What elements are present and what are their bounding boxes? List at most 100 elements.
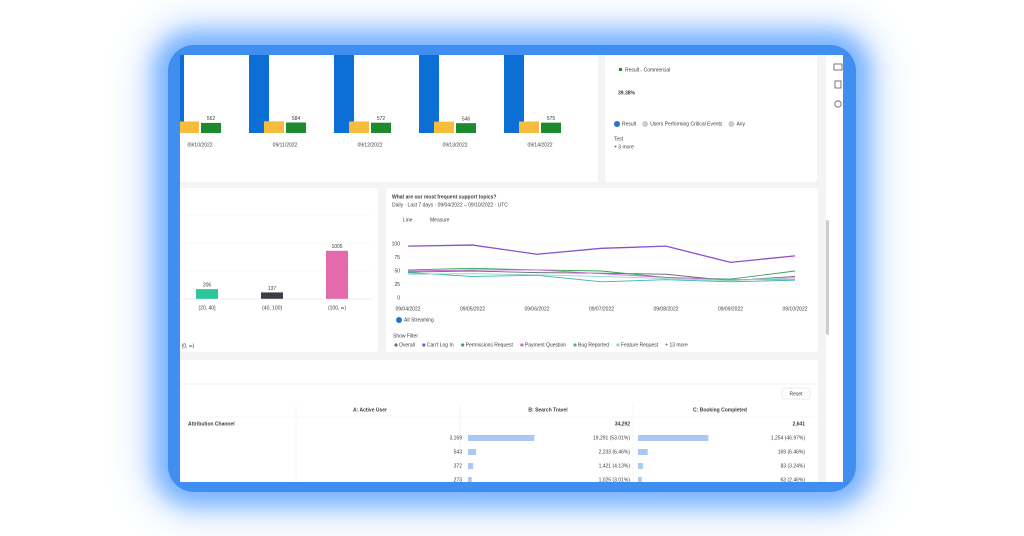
icon[interactable]	[834, 100, 842, 108]
legend-label[interactable]: Can't Log In	[427, 342, 454, 348]
sidebar	[826, 55, 843, 482]
card-subtitle: Daily · Last 7 days · 09/04/2022 – 09/10…	[392, 202, 508, 208]
x-tick-label: (40, 100]	[262, 305, 282, 311]
control[interactable]: Line	[403, 217, 413, 223]
bar-label: 546	[462, 117, 471, 123]
chip[interactable]: Any	[736, 121, 745, 127]
cell: 83 (3.24%)	[781, 463, 806, 469]
x-tick-label: 09/08/2022	[653, 306, 678, 312]
share-bar	[638, 435, 709, 441]
x-tick-label: 09/10/2022	[782, 306, 807, 312]
bar-label: 575	[547, 116, 556, 122]
metric-value: 39.38%	[618, 90, 636, 96]
x-tick-label: 09/10/2022	[187, 142, 212, 148]
bar-label: 584	[292, 116, 301, 122]
bar	[504, 55, 524, 133]
share-bar	[468, 477, 472, 482]
bar	[519, 121, 539, 133]
bar	[349, 121, 369, 133]
x-tick-label: 09/14/2022	[527, 142, 552, 148]
cell: 273	[454, 477, 463, 483]
bar	[249, 55, 269, 133]
bar	[286, 122, 306, 133]
panel	[180, 360, 818, 482]
legend-label[interactable]: Overall	[399, 342, 415, 348]
y-tick-label: 100	[392, 241, 401, 247]
bar	[180, 55, 184, 133]
filter: Test	[614, 136, 624, 142]
cell: 2,233 (6.46%)	[599, 449, 631, 455]
total: 34,292	[615, 421, 631, 427]
control[interactable]: Measure	[430, 217, 450, 223]
panel	[180, 55, 598, 182]
share-bar	[638, 449, 648, 455]
chip[interactable]: Result	[622, 121, 637, 127]
bar-label: 206	[203, 282, 212, 288]
line	[407, 267, 796, 280]
cell: 1,254 (46.97%)	[771, 435, 806, 441]
share-bar	[638, 477, 642, 482]
x-tick-label: 09/09/2022	[718, 306, 743, 312]
legend-dot	[461, 343, 465, 347]
more[interactable]: + 3 more	[614, 144, 634, 150]
legend-label[interactable]: Bug Reported	[578, 342, 609, 348]
legend-dot	[616, 343, 620, 347]
filter-label: Show Filter	[393, 333, 418, 339]
bar	[434, 121, 454, 133]
chip-icon	[728, 121, 735, 127]
bar	[419, 55, 439, 133]
bar	[261, 292, 283, 299]
chip[interactable]: Users Performing Critical Events	[650, 121, 723, 127]
cell: 1,421 (4.13%)	[599, 463, 631, 469]
x-tick-label: 09/11/2022	[273, 142, 298, 148]
scrollbar	[826, 220, 829, 335]
bar	[201, 122, 221, 133]
bar-label: 137	[268, 286, 277, 292]
segment[interactable]: All Streaming	[404, 317, 434, 323]
cell: 1,025 (3.01%)	[599, 477, 631, 483]
y-tick-label: 75	[394, 255, 400, 261]
x-tick-label: 09/06/2022	[524, 306, 549, 312]
share-bar	[468, 435, 535, 441]
column-header: B: Search Travel	[528, 407, 568, 413]
icon[interactable]	[833, 63, 843, 71]
column-header: C: Booking Completed	[693, 407, 747, 413]
legend-label[interactable]: Permissions Request	[466, 342, 514, 348]
x-tick-label: 09/12/2022	[357, 142, 382, 148]
window: Reset 09/10/2022 562 09/11/2022 584 09/12/20…	[180, 55, 843, 483]
legend-dot	[422, 343, 426, 347]
chip-icon	[642, 121, 649, 127]
segment-icon	[396, 317, 402, 323]
legend-dot	[520, 343, 524, 347]
bar	[541, 122, 561, 133]
legend-label[interactable]: Payment Question	[525, 342, 566, 348]
cell: 372	[454, 463, 463, 469]
bar-label: 572	[377, 116, 386, 122]
cell: 169 (6.46%)	[778, 449, 806, 455]
reset-label[interactable]: Reset	[789, 391, 803, 397]
legend-label: Result - Commercial	[625, 67, 670, 73]
bar-label: 1005	[331, 244, 342, 250]
line	[407, 273, 796, 282]
x-tick-label: 09/04/2022	[395, 306, 420, 312]
chip-icon	[614, 121, 620, 127]
line	[407, 269, 796, 281]
cell: 543	[454, 449, 463, 455]
legend-label[interactable]: Feature Request	[621, 342, 659, 348]
reset-button[interactable]	[781, 387, 811, 400]
legend-more[interactable]: + 13 more	[665, 342, 688, 348]
row-header: Attribution Channel	[188, 421, 235, 427]
bar	[334, 55, 354, 133]
legend-dot	[394, 343, 398, 347]
icon[interactable]	[834, 80, 842, 89]
card-title: What are our most frequent support topic…	[392, 194, 496, 200]
x-tick-label: 09/05/2022	[460, 306, 485, 312]
column-header: A: Active User	[353, 407, 387, 413]
x-tick-label: 09/07/2022	[589, 306, 614, 312]
y-tick-label: 25	[394, 282, 400, 288]
bar	[264, 121, 284, 133]
line	[407, 272, 796, 283]
panel	[180, 188, 378, 352]
